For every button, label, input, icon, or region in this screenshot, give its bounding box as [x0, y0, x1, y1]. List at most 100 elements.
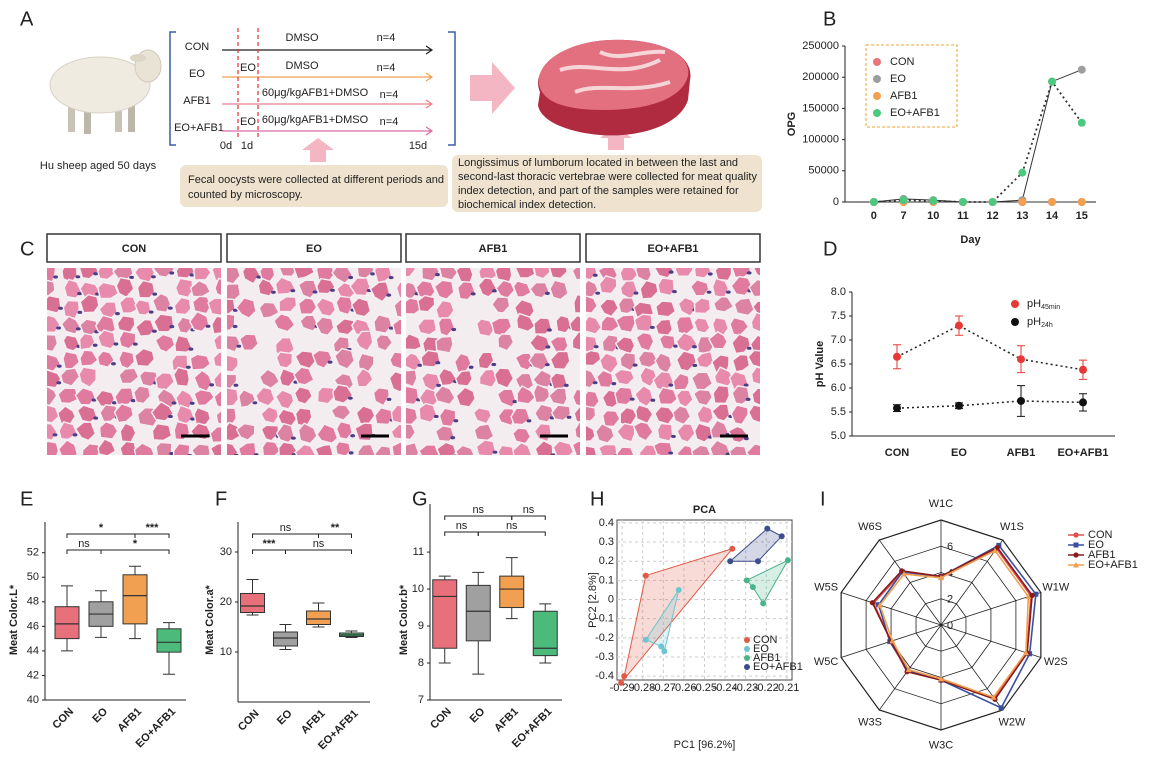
legend-label: EO+AFB1 — [753, 661, 803, 673]
nucleus — [433, 414, 439, 419]
muscle-fiber — [475, 439, 497, 455]
nucleus — [671, 434, 676, 439]
x-tick-label: 15 — [1076, 210, 1088, 222]
nucleus — [190, 417, 195, 421]
data-point — [729, 545, 736, 552]
muscle-fiber — [619, 268, 639, 282]
muscle-fiber — [330, 404, 352, 421]
x-tick-label: 7 — [900, 210, 906, 222]
box — [240, 593, 265, 613]
y-tick-label: -0.3 — [595, 651, 614, 663]
nucleus — [53, 275, 58, 279]
muscle-fiber — [653, 268, 675, 279]
spoke — [940, 624, 1041, 658]
y-tick-label: 40 — [27, 694, 39, 706]
data-point — [764, 525, 771, 532]
nucleus — [468, 365, 474, 369]
data-point — [778, 533, 785, 540]
muscle-fiber — [57, 439, 79, 455]
panel-letter: D — [823, 238, 837, 260]
muscle-fiber — [316, 423, 339, 444]
muscle-fiber — [438, 268, 459, 281]
nucleus — [169, 271, 175, 275]
muscle-fiber — [709, 439, 732, 455]
muscle-fiber — [47, 268, 57, 283]
legend-subscript: 45min — [1041, 304, 1060, 311]
data-point — [1018, 198, 1027, 206]
muscle-fiber — [730, 275, 754, 297]
x-tick-label: -0.21 — [774, 682, 799, 694]
muscle-fiber — [60, 315, 81, 336]
muscle-fiber — [455, 386, 476, 408]
muscle-fiber — [315, 268, 336, 282]
muscle-fiber — [586, 390, 600, 409]
muscle-fiber — [74, 421, 97, 442]
note-line: Longissimus of lumborum located in betwe… — [458, 157, 738, 169]
muscle-fiber — [355, 367, 374, 388]
muscle-fiber — [657, 386, 679, 406]
muscle-fiber — [615, 446, 635, 455]
muscle-fiber — [750, 311, 760, 333]
muscle-fiber — [315, 316, 335, 337]
muscle-fiber — [333, 347, 355, 370]
y-tick-label: 100000 — [802, 134, 839, 146]
muscle-fiber — [692, 388, 714, 407]
muscle-fiber — [237, 441, 257, 455]
muscle-fiber — [674, 268, 694, 277]
data-point — [1027, 651, 1033, 657]
nucleus — [167, 306, 173, 310]
muscle-fiber — [297, 297, 318, 315]
muscle-fiber — [635, 331, 655, 352]
data-point — [675, 586, 682, 593]
muscle-fiber — [730, 404, 749, 426]
muscle-fiber — [78, 366, 97, 389]
nucleus — [435, 361, 441, 365]
note-line: index detection, and part of the samples… — [458, 185, 739, 197]
nucleus — [58, 306, 63, 310]
muscle-fiber — [555, 314, 572, 334]
leg — [84, 104, 91, 134]
muscle-fiber — [315, 297, 337, 318]
x-tick-label: -0.24 — [713, 682, 738, 694]
muscle-fiber — [188, 310, 210, 333]
nucleus — [129, 275, 134, 279]
x-tick-label: EO+AFB1 — [1057, 447, 1108, 459]
day-label: 1d — [241, 140, 253, 152]
group-label: CON — [122, 243, 147, 255]
muscle-fiber — [374, 445, 392, 455]
treatment: 60μg/kgAFB1+DMSO — [262, 87, 369, 99]
nucleus — [312, 290, 318, 294]
nucleus — [91, 398, 97, 402]
muscle-fiber — [597, 443, 618, 455]
y-tick-label: -0.4 — [595, 670, 614, 682]
nucleus — [436, 383, 441, 387]
data-point — [642, 636, 649, 643]
muscle-fiber — [512, 280, 532, 298]
nucleus — [77, 310, 83, 314]
y-tick-label: 20 — [220, 596, 232, 608]
muscle-fiber — [676, 423, 696, 444]
legend-label: EO+AFB1 — [890, 107, 940, 119]
series-line — [896, 400, 1084, 409]
x-tick-label: CON — [236, 708, 262, 734]
muscle-fiber — [436, 441, 457, 455]
muscle-fiber — [514, 352, 535, 372]
muscle-fiber — [97, 438, 117, 455]
nucleus — [312, 455, 317, 458]
nucleus — [75, 327, 81, 331]
muscle-fiber — [79, 349, 99, 367]
legend-label: EO — [890, 73, 906, 85]
muscle-fiber — [316, 386, 337, 405]
nucleus — [209, 383, 215, 387]
significance-label: ns — [456, 520, 468, 532]
nucleus — [633, 291, 639, 295]
muscle-fiber — [349, 277, 371, 297]
nucleus — [450, 436, 456, 440]
muscle-fiber — [477, 277, 498, 298]
muscle-fiber — [747, 349, 760, 368]
nucleus — [171, 401, 177, 405]
muscle-fiber — [512, 441, 533, 455]
bracket — [169, 31, 176, 146]
significance-label: ** — [331, 522, 340, 534]
muscle-fiber — [514, 268, 536, 279]
